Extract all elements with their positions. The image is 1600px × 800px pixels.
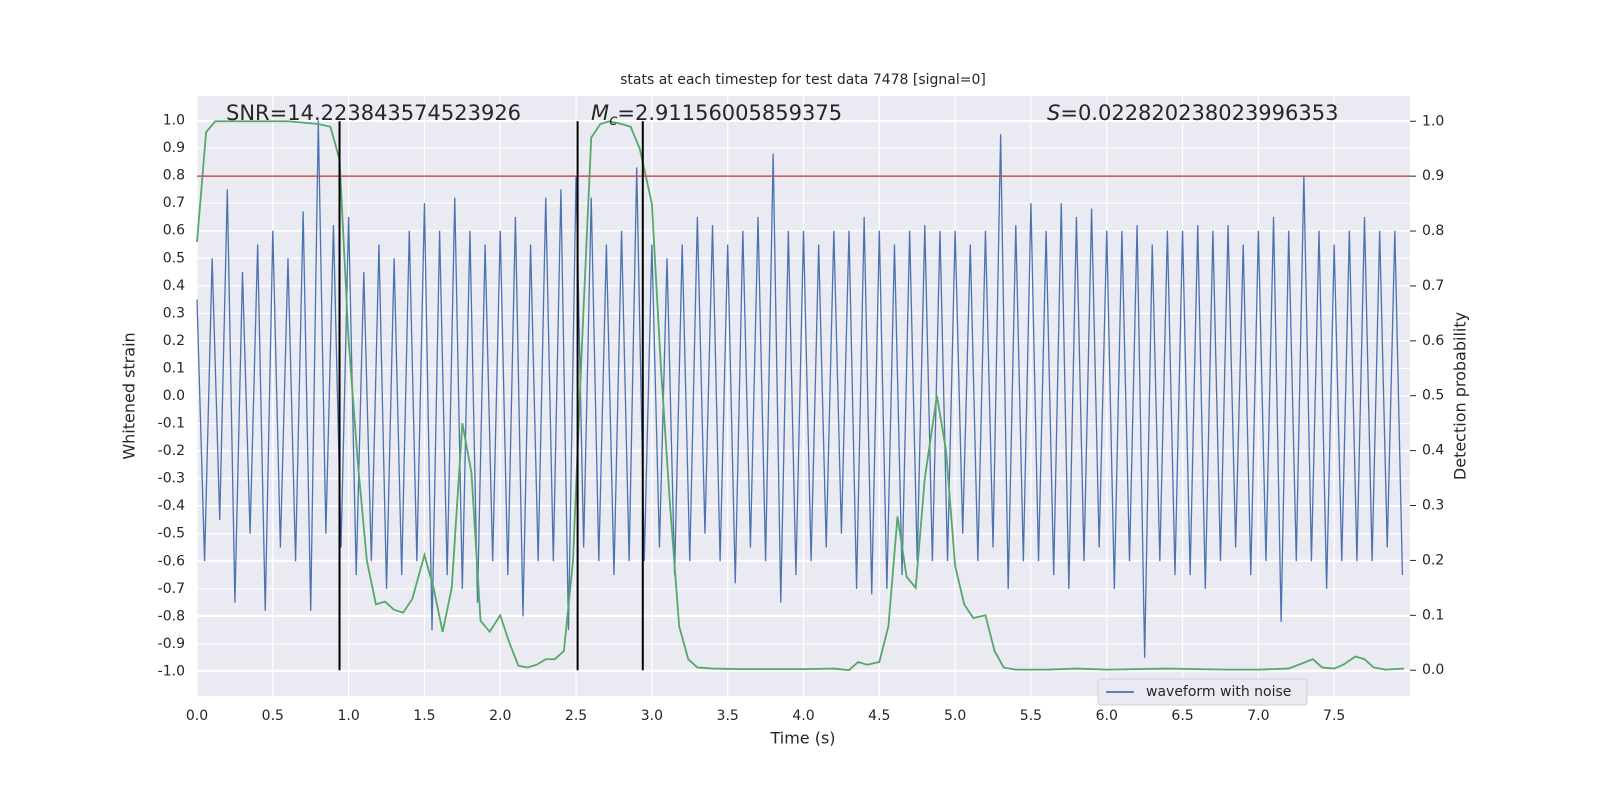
- y2-tick-label: 0.5: [1422, 388, 1444, 404]
- annotation-text: =2.91156005859375: [617, 101, 842, 125]
- y-tick-label: -0.1: [158, 416, 185, 432]
- x-axis-label: Time (s): [769, 729, 835, 748]
- y-tick-label: -0.4: [158, 498, 185, 514]
- x-tick-label: 7.5: [1323, 708, 1345, 724]
- y-tick-label: 0.5: [163, 250, 185, 266]
- legend-box: [1097, 678, 1308, 706]
- y-axis-label: Whitened strain: [120, 332, 139, 459]
- y2-tick-label: 0.8: [1422, 223, 1444, 239]
- chart-title: stats at each timestep for test data 747…: [620, 72, 986, 88]
- y2-axis-label: Detection probability: [1451, 312, 1470, 480]
- y2-tick-label: 0.2: [1422, 552, 1444, 568]
- y2-tick-label: 1.0: [1422, 113, 1444, 129]
- y-tick-label: 0.8: [163, 168, 185, 184]
- x-tick-label: 0.0: [186, 708, 208, 724]
- annotation: Mc=2.91156005859375: [591, 101, 842, 129]
- y-tick-label: 1.0: [163, 113, 185, 129]
- y-tick-label: 0.4: [163, 278, 185, 294]
- y-tick-label: -0.7: [158, 581, 185, 597]
- annotation: SNR=14.223843574523926: [226, 101, 521, 125]
- series-line: [196, 120, 1404, 672]
- y-tick-label: -0.8: [158, 608, 185, 624]
- x-tick-label: 0.5: [262, 708, 284, 724]
- y-tick-label: 0.0: [163, 388, 185, 404]
- x-tick-label: 5.5: [1020, 708, 1042, 724]
- y-tick-label: -0.2: [158, 443, 185, 459]
- y-tick-label: 0.9: [163, 140, 185, 156]
- x-tick-label: 3.5: [717, 708, 739, 724]
- y-tick-label: -1.0: [158, 663, 185, 679]
- y2-tick-label: 0.0: [1422, 662, 1444, 678]
- x-tick-label: 1.5: [413, 708, 435, 724]
- legend-label: waveform with noise: [1146, 684, 1291, 700]
- y-tick-label: 0.2: [163, 333, 185, 349]
- x-tick-label: 7.0: [1247, 708, 1269, 724]
- y2-tick-label: 0.4: [1422, 443, 1444, 459]
- x-tick-label: 4.5: [868, 708, 890, 724]
- annotation-subscript: c: [609, 111, 618, 129]
- y-tick-label: -0.5: [158, 526, 185, 542]
- series-line: [196, 120, 1404, 658]
- y-tick-label: 0.3: [163, 305, 185, 321]
- annotation-symbol: M: [591, 101, 609, 125]
- y-tick-label: -0.6: [158, 553, 185, 569]
- x-tick-label: 3.0: [641, 708, 663, 724]
- y2-tick-label: 0.6: [1422, 333, 1444, 349]
- annotation-text: =0.022820238023996353: [1060, 101, 1338, 125]
- y-tick-label: -0.9: [158, 636, 185, 652]
- x-tick-label: 4.0: [792, 708, 814, 724]
- x-tick-label: 6.0: [1096, 708, 1118, 724]
- x-tick-label: 5.0: [944, 708, 966, 724]
- annotation: S=0.022820238023996353: [1047, 101, 1338, 125]
- y-tick-label: 0.7: [163, 195, 185, 211]
- y2-tick-label: 0.9: [1422, 168, 1444, 184]
- y2-tick-label: 0.3: [1422, 498, 1444, 514]
- y-tick-label: 0.1: [163, 360, 185, 376]
- y-tick-label: -0.3: [158, 471, 185, 487]
- x-tick-label: 2.0: [489, 708, 511, 724]
- x-tick-label: 2.5: [565, 708, 587, 724]
- x-tick-label: 6.5: [1171, 708, 1193, 724]
- y-tick-label: 0.6: [163, 223, 185, 239]
- y2-tick-label: 0.7: [1422, 278, 1444, 294]
- annotation-text: SNR=14.223843574523926: [226, 101, 521, 125]
- annotation-symbol: S: [1047, 101, 1060, 125]
- y2-tick-label: 0.1: [1422, 607, 1444, 623]
- x-tick-label: 1.0: [337, 708, 359, 724]
